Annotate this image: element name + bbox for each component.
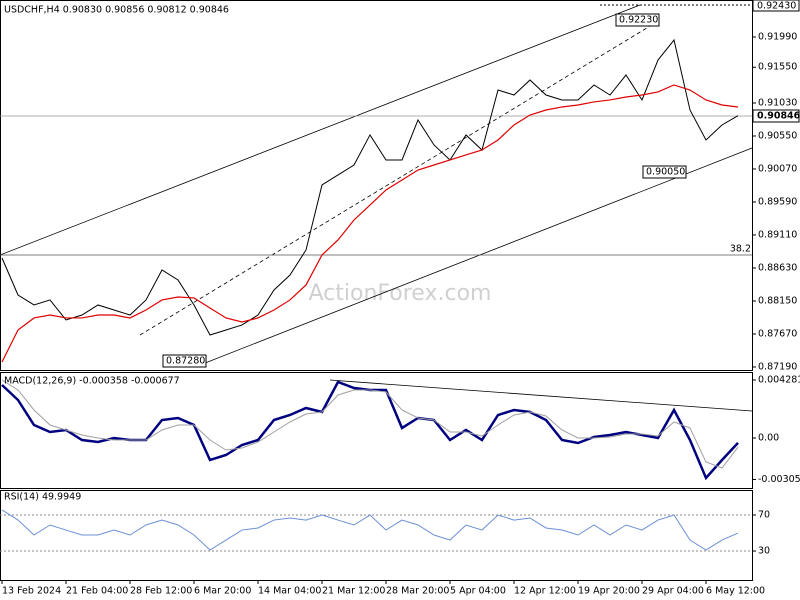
x-tick-label: 6 May 12:00 [706, 586, 765, 597]
x-tick-label: 13 Feb 2024 [2, 586, 61, 597]
channel-upper [0, 4, 641, 256]
low-box [642, 165, 687, 179]
x-tick-label: 12 Apr 12:00 [514, 586, 576, 597]
low-label: 0.87280 [166, 356, 205, 367]
y-tick-label: 0.87670 [758, 328, 797, 339]
series-line [1, 38, 739, 336]
high-label: 0.92230 [619, 15, 658, 26]
channel-mid [139, 19, 661, 336]
high-box [615, 13, 660, 27]
y-tick-label: 0.89110 [758, 229, 797, 240]
channel-lower [199, 147, 753, 366]
x-tick-label: 14 Mar 04:00 [258, 586, 321, 597]
series-line [1, 379, 739, 469]
y-tick-label: 0.88630 [758, 262, 797, 273]
price-panel [0, 0, 753, 371]
low-label: 0.90050 [646, 167, 685, 178]
macd-trendline [329, 379, 753, 412]
series-line [1, 509, 739, 551]
x-tick-label: 28 Feb 12:00 [130, 586, 192, 597]
x-tick-label: 21 Mar 12:00 [322, 586, 385, 597]
level-label: 0.92430 [757, 1, 796, 12]
price-label: 0.90846 [757, 111, 800, 122]
fib-label: 38.2 [730, 244, 751, 255]
series-line [1, 84, 739, 363]
x-tick-label: 5 Apr 04:00 [450, 586, 506, 597]
rsi-panel [0, 490, 753, 581]
watermark: ActionForex.com [309, 281, 492, 306]
macd-panel [0, 372, 753, 489]
y-tick-label: 0.90550 [758, 130, 797, 141]
x-tick-label: 19 Apr 20:00 [578, 586, 640, 597]
x-tick-label: 29 Apr 04:00 [642, 586, 704, 597]
chart-title: USDCHF,H4 0.90830 0.90856 0.90812 0.9084… [4, 5, 229, 16]
low-box [162, 354, 207, 368]
rsi-title: RSI(14) 49.9949 [4, 492, 81, 503]
y-tick-label: 30 [758, 546, 770, 557]
y-tick-label: 0.90070 [758, 163, 797, 174]
y-tick-label: 0.91990 [758, 31, 797, 42]
y-tick-label: -0.003059 [758, 474, 800, 485]
macd-title: MACD(12,26,9) -0.000358 -0.000677 [4, 376, 180, 387]
x-tick-label: 21 Feb 04:00 [66, 586, 128, 597]
y-tick-label: 0.89590 [758, 196, 797, 207]
x-tick-label: 6 Mar 20:00 [194, 586, 251, 597]
level-box [752, 0, 800, 12]
y-tick-label: 70 [758, 510, 770, 521]
y-tick-label: 0.91030 [758, 97, 797, 108]
y-tick-label: 0.004281 [758, 374, 800, 385]
price-box [752, 109, 800, 123]
y-tick-label: 0.87190 [758, 361, 797, 372]
y-tick-label: 0.91550 [758, 62, 797, 73]
x-tick-label: 28 Mar 20:00 [386, 586, 449, 597]
y-tick-label: 0.00 [758, 432, 779, 443]
y-tick-label: 0.88150 [758, 295, 797, 306]
